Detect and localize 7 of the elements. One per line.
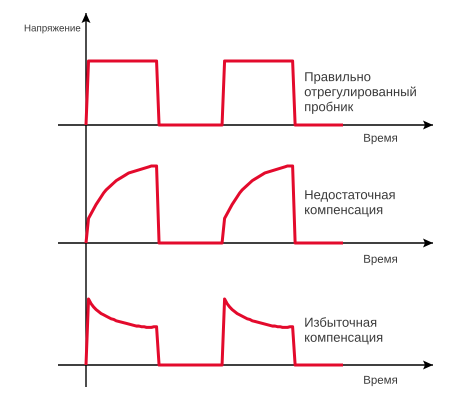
series-label: Избыточная компенсация bbox=[305, 317, 382, 344]
x-axis-title: Время bbox=[364, 376, 398, 386]
x-axis-title: Время bbox=[364, 254, 398, 266]
x-axis-title: Время bbox=[364, 134, 398, 144]
series-label: Правильно отрегулированный пробник bbox=[304, 72, 416, 114]
series-label: Недостаточная компенсация bbox=[305, 190, 395, 217]
y-axis-title: Напряжение bbox=[24, 24, 80, 34]
